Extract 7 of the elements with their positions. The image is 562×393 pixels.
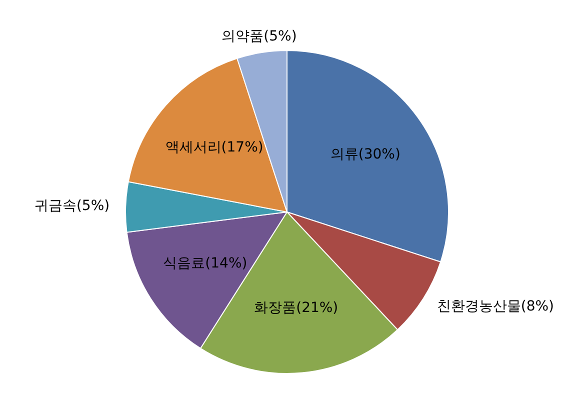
slice-label: 의류(30%) xyxy=(330,146,400,163)
slice-label: 식음료(14%) xyxy=(163,256,248,272)
slice-label: 화장품(21%) xyxy=(254,300,338,316)
slice-label: 의약품(5%) xyxy=(222,28,297,44)
slice-label: 귀금속(5%) xyxy=(34,198,110,214)
slice-label: 친환경농산물(8%) xyxy=(436,298,554,315)
slice-label: 액세서리(17%) xyxy=(165,140,264,156)
